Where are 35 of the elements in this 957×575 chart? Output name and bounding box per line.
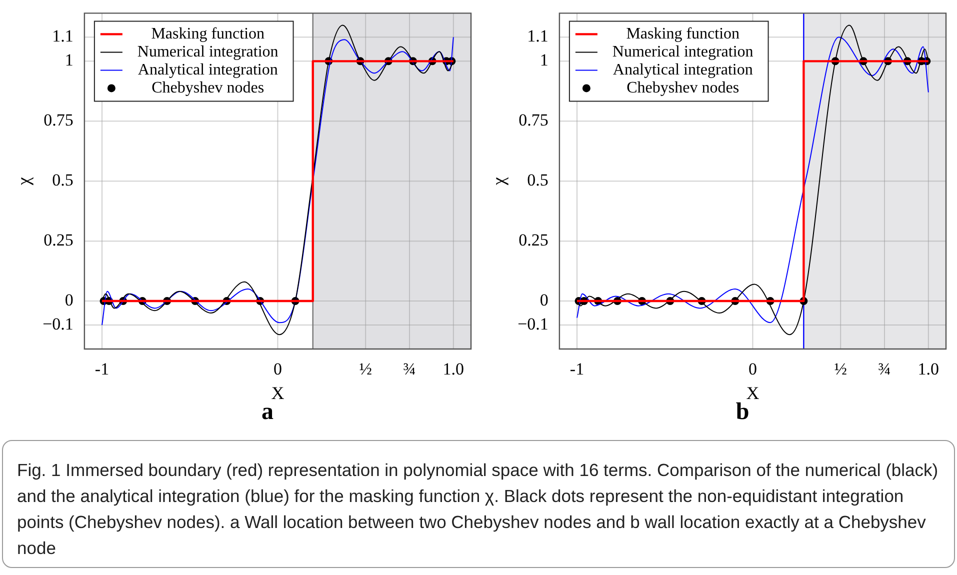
legend-label: Analytical integration bbox=[612, 61, 753, 78]
legend-label: Masking function bbox=[626, 25, 740, 42]
legend-label: Numerical integration bbox=[137, 43, 278, 60]
legend-label: Chebyshev nodes bbox=[152, 79, 264, 96]
y-tick-label: 0.75 bbox=[518, 110, 548, 130]
y-tick-label: 0.5 bbox=[52, 170, 74, 190]
x-tick-label: -1 bbox=[570, 360, 584, 379]
y-tick-label: −0.1 bbox=[518, 314, 548, 334]
x-tick-label: 0 bbox=[748, 360, 757, 379]
legend-label: Masking function bbox=[151, 25, 265, 42]
x-tick-label: ½ bbox=[834, 360, 848, 379]
x-tick-label: ½ bbox=[359, 360, 372, 379]
x-tick-label: 1.0 bbox=[918, 360, 940, 379]
legend-label: Analytical integration bbox=[138, 61, 278, 78]
caption: Fig. 1 Immersed boundary (red) representation in polynomial space with 16 terms. Comparison of the numerical (black) and the analytical integration (blue) for the masking function χ. Black dots represent the non-equidistant integration points (Chebyshev nodes). a Wall location between two Chebyshev nodes and b wall location exactly at a Chebyshev node bbox=[17, 459, 940, 560]
y-tick-label: 1.1 bbox=[527, 26, 548, 46]
y-tick-label: 1.1 bbox=[52, 26, 74, 46]
y-axis-title: χ bbox=[14, 177, 34, 186]
x-tick-label: -1 bbox=[94, 360, 110, 379]
y-tick-label: 0.5 bbox=[527, 170, 548, 190]
x-tick-label: ¾ bbox=[403, 360, 416, 379]
y-tick-label: 1 bbox=[540, 50, 548, 70]
legend-label: Chebyshev nodes bbox=[626, 79, 740, 96]
y-tick-label: 0.75 bbox=[44, 110, 74, 130]
legend-label: Numerical integration bbox=[612, 43, 754, 60]
y-tick-label: −0.1 bbox=[42, 314, 74, 334]
x-tick-label: ¾ bbox=[878, 360, 891, 379]
y-tick-label: 0.25 bbox=[44, 230, 74, 250]
y-tick-label: 0.25 bbox=[518, 230, 548, 250]
x-tick-label: 1.0 bbox=[442, 360, 464, 379]
y-axis-title: χ bbox=[488, 177, 509, 186]
x-tick-label: 0 bbox=[273, 360, 282, 379]
y-tick-label: 0 bbox=[540, 290, 548, 310]
y-tick-label: 0 bbox=[64, 290, 74, 310]
y-tick-label: 1 bbox=[64, 50, 74, 70]
